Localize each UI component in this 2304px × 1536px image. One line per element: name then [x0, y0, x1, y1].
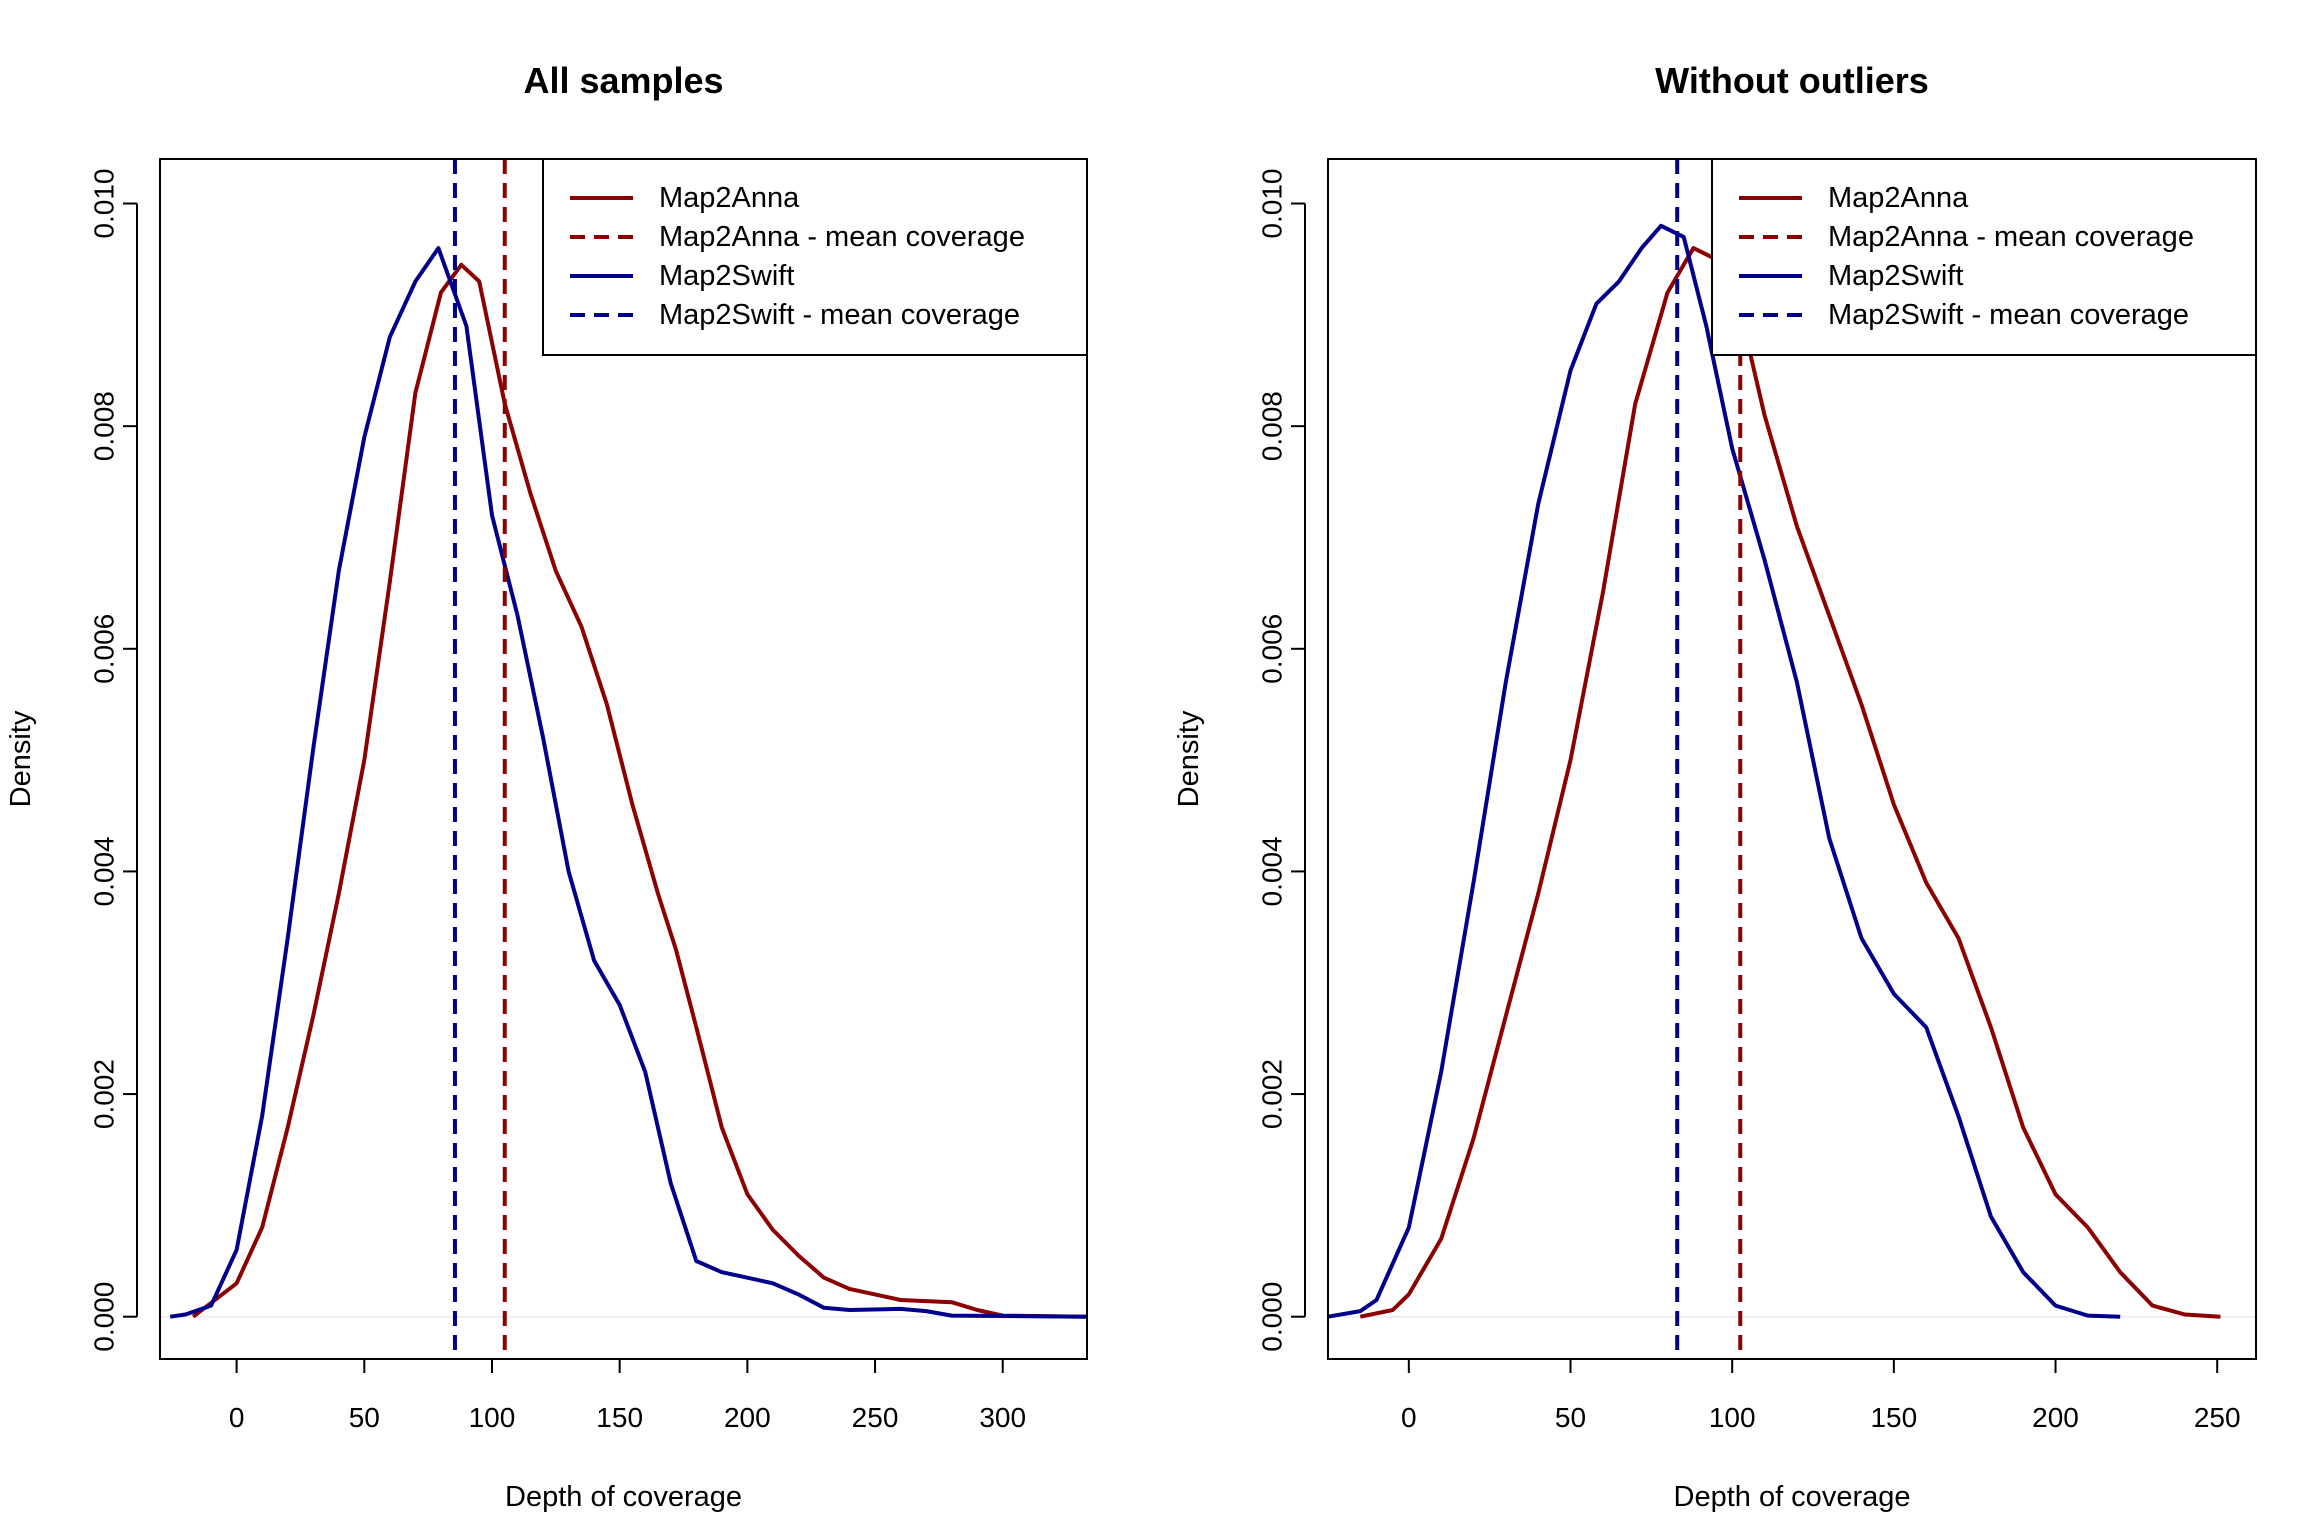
- x-tick-label: 0: [1401, 1402, 1417, 1433]
- series-line-map2swift: [169, 246, 1088, 1319]
- y-axis-label: Density: [1173, 710, 1205, 807]
- y-tick-label: 0.000: [1257, 1282, 1288, 1352]
- y-tick-label: 0.004: [1257, 836, 1288, 906]
- chart-title: All samples: [523, 60, 723, 101]
- x-axis-label: Depth of coverage: [505, 1481, 742, 1513]
- x-tick-label: 50: [1555, 1402, 1586, 1433]
- x-tick-label: 100: [1709, 1402, 1756, 1433]
- legend-box: [542, 158, 1088, 356]
- legend-label-map2anna: Map2Anna: [659, 182, 800, 214]
- y-tick-label: 0.006: [1257, 614, 1288, 684]
- y-tick-label: 0.002: [89, 1059, 120, 1129]
- y-tick-label: 0.002: [1257, 1059, 1288, 1129]
- x-tick-label: 0: [229, 1402, 245, 1433]
- y-tick-label: 0.006: [89, 614, 120, 684]
- series-line-map2anna: [191, 262, 1088, 1319]
- y-tick-label: 0.008: [89, 391, 120, 461]
- x-tick-label: 150: [1870, 1402, 1917, 1433]
- panel-without-outliers: Without outliers Depth of coverage Densi…: [1173, 60, 2257, 1513]
- x-tick-label: 200: [2032, 1402, 2079, 1433]
- legend-box: [1711, 158, 2257, 356]
- y-tick-label: 0.010: [1257, 168, 1288, 238]
- y-tick-label: 0.004: [89, 836, 120, 906]
- x-tick-label: 200: [724, 1402, 771, 1433]
- x-tick-label: 50: [349, 1402, 380, 1433]
- y-tick-label: 0.008: [1257, 391, 1288, 461]
- x-tick-label: 250: [852, 1402, 899, 1433]
- series-line-map2swift: [1327, 223, 2121, 1319]
- legend-label-map2anna-mean: Map2Anna - mean coverage: [659, 221, 1025, 253]
- x-tick-label: 250: [2194, 1402, 2241, 1433]
- legend-label-map2swift-mean: Map2Swift - mean coverage: [659, 299, 1020, 331]
- series-line-map2anna: [1359, 246, 2221, 1319]
- panel-all-samples: All samples Depth of coverage Density 0 5…: [5, 60, 1088, 1513]
- y-tick-label: 0.010: [89, 168, 120, 238]
- x-tick-label: 100: [469, 1402, 516, 1433]
- x-tick-label: 300: [979, 1402, 1026, 1433]
- legend-label-map2anna-mean: Map2Anna - mean coverage: [1828, 221, 2194, 253]
- legend: Map2Anna Map2Anna - mean coverage Map2Sw…: [542, 158, 1088, 356]
- legend: Map2Anna Map2Anna - mean coverage Map2Sw…: [1711, 158, 2257, 356]
- y-tick-label: 0.000: [89, 1282, 120, 1352]
- x-axis-label: Depth of coverage: [1674, 1481, 1911, 1513]
- chart-title: Without outliers: [1655, 60, 1929, 101]
- legend-label-map2swift: Map2Swift: [1828, 260, 1963, 292]
- x-tick-label: 150: [596, 1402, 643, 1433]
- legend-label-map2swift: Map2Swift: [659, 260, 794, 292]
- y-axis-label: Density: [5, 710, 37, 807]
- legend-label-map2anna: Map2Anna: [1828, 182, 1969, 214]
- legend-label-map2swift-mean: Map2Swift - mean coverage: [1828, 299, 2189, 331]
